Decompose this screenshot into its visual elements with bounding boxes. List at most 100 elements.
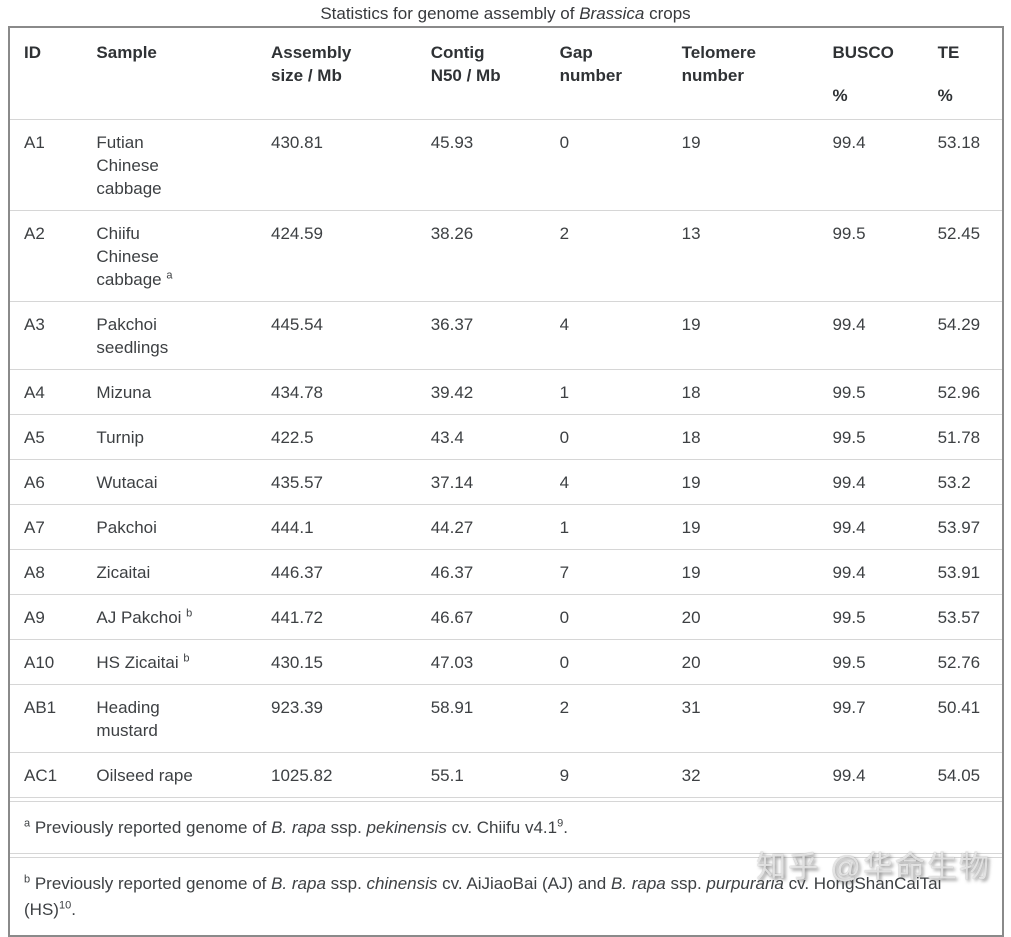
cell-assembly-size: 430.81: [256, 119, 417, 211]
footnote-b: b Previously reported genome of B. rapa …: [10, 857, 1002, 935]
cell-assembly-size: 441.72: [256, 594, 417, 640]
cell-busco: 99.4: [818, 549, 924, 595]
cell-telomere-number: 19: [667, 119, 819, 211]
cell-sample: Mizuna: [82, 369, 257, 415]
cell-telomere-number: 19: [667, 504, 819, 550]
cell-gap-number: 9: [545, 752, 668, 798]
table-row: A10 HS Zicaitai b 430.15 47.03 0 20 99.5…: [10, 639, 1002, 685]
cell-assembly-size: 923.39: [256, 684, 417, 753]
cell-busco: 99.5: [818, 414, 924, 460]
cell-te: 53.2: [923, 459, 1002, 505]
cell-contig-n50: 47.03: [416, 639, 546, 685]
cell-te: 51.78: [923, 414, 1002, 460]
cell-contig-n50: 38.26: [416, 210, 546, 302]
cell-busco: 99.5: [818, 639, 924, 685]
cell-telomere-number: 18: [667, 414, 819, 460]
cell-id: A9: [10, 594, 83, 640]
column-header-busco: BUSCO%: [818, 28, 924, 120]
cell-id: AC1: [10, 752, 83, 798]
cell-sample: AJ Pakchoi b: [82, 594, 257, 640]
cell-id: A7: [10, 504, 83, 550]
table-row: AB1 Heading mustard 923.39 58.91 2 31 99…: [10, 684, 1002, 753]
cell-gap-number: 0: [545, 639, 668, 685]
cell-id: A3: [10, 301, 83, 370]
cell-id: A1: [10, 119, 83, 211]
cell-contig-n50: 46.37: [416, 549, 546, 595]
cell-id: A2: [10, 210, 83, 302]
cell-assembly-size: 444.1: [256, 504, 417, 550]
cell-gap-number: 1: [545, 369, 668, 415]
table-row: AC1 Oilseed rape 1025.82 55.1 9 32 99.4 …: [10, 752, 1002, 798]
table-row: A7 Pakchoi 444.1 44.27 1 19 99.4 53.97: [10, 504, 1002, 550]
cell-busco: 99.5: [818, 369, 924, 415]
cell-contig-n50: 37.14: [416, 459, 546, 505]
cell-id: A6: [10, 459, 83, 505]
column-header-te: TE%: [923, 28, 1002, 120]
cell-assembly-size: 430.15: [256, 639, 417, 685]
table-row: A9 AJ Pakchoi b 441.72 46.67 0 20 99.5 5…: [10, 594, 1002, 640]
cell-gap-number: 0: [545, 594, 668, 640]
cell-contig-n50: 43.4: [416, 414, 546, 460]
table-row: A3 Pakchoi seedlings 445.54 36.37 4 19 9…: [10, 301, 1002, 370]
cell-te: 52.76: [923, 639, 1002, 685]
sample-superscript: a: [166, 269, 173, 282]
cell-sample: Wutacai: [82, 459, 257, 505]
cell-sample: Oilseed rape: [82, 752, 257, 798]
page-title: Statistics for genome assembly of Brassi…: [320, 4, 691, 23]
cell-telomere-number: 20: [667, 639, 819, 685]
cell-sample: Futian Chinese cabbage: [82, 119, 257, 211]
table-row: A2 Chiifu Chinese cabbage a 424.59 38.26…: [10, 210, 1002, 302]
cell-contig-n50: 36.37: [416, 301, 546, 370]
cell-contig-n50: 55.1: [416, 752, 546, 798]
cell-te: 52.96: [923, 369, 1002, 415]
genome-assembly-table-container: ID Sample Assembly size / Mb Contig N50 / …: [8, 26, 1004, 937]
cell-busco: 99.4: [818, 752, 924, 798]
table-row: A4 Mizuna 434.78 39.42 1 18 99.5 52.96: [10, 369, 1002, 415]
cell-contig-n50: 39.42: [416, 369, 546, 415]
cell-te: 53.91: [923, 549, 1002, 595]
cell-assembly-size: 434.78: [256, 369, 417, 415]
cell-busco: 99.4: [818, 459, 924, 505]
cell-sample: Pakchoi: [82, 504, 257, 550]
column-header-telomere-number: Telomere number: [667, 28, 819, 120]
cell-gap-number: 0: [545, 414, 668, 460]
cell-telomere-number: 19: [667, 459, 819, 505]
cell-assembly-size: 445.54: [256, 301, 417, 370]
cell-contig-n50: 45.93: [416, 119, 546, 211]
cell-gap-number: 2: [545, 210, 668, 302]
cell-telomere-number: 19: [667, 549, 819, 595]
cell-te: 54.29: [923, 301, 1002, 370]
sample-superscript: b: [183, 652, 190, 665]
cell-contig-n50: 46.67: [416, 594, 546, 640]
cell-te: 53.57: [923, 594, 1002, 640]
cell-assembly-size: 422.5: [256, 414, 417, 460]
cell-id: A8: [10, 549, 83, 595]
cell-gap-number: 7: [545, 549, 668, 595]
cell-gap-number: 4: [545, 301, 668, 370]
cell-assembly-size: 446.37: [256, 549, 417, 595]
cell-telomere-number: 19: [667, 301, 819, 370]
column-header-assembly-size: Assembly size / Mb: [256, 28, 417, 120]
cell-sample: Pakchoi seedlings: [82, 301, 257, 370]
cell-telomere-number: 13: [667, 210, 819, 302]
sample-superscript: b: [186, 607, 193, 620]
cell-contig-n50: 58.91: [416, 684, 546, 753]
cell-te: 53.97: [923, 504, 1002, 550]
cell-telomere-number: 31: [667, 684, 819, 753]
cell-sample: HS Zicaitai b: [82, 639, 257, 685]
cell-te: 54.05: [923, 752, 1002, 798]
cell-telomere-number: 18: [667, 369, 819, 415]
cell-sample: Turnip: [82, 414, 257, 460]
cell-te: 53.18: [923, 119, 1002, 211]
cell-assembly-size: 424.59: [256, 210, 417, 302]
cell-id: AB1: [10, 684, 83, 753]
cell-busco: 99.4: [818, 504, 924, 550]
table-row: A6 Wutacai 435.57 37.14 4 19 99.4 53.2: [10, 459, 1002, 505]
cell-gap-number: 1: [545, 504, 668, 550]
column-header-id: ID: [10, 28, 83, 120]
cell-contig-n50: 44.27: [416, 504, 546, 550]
header-row: ID Sample Assembly size / Mb Contig N50 / …: [10, 28, 1002, 120]
cell-id: A5: [10, 414, 83, 460]
cell-te: 52.45: [923, 210, 1002, 302]
cell-assembly-size: 1025.82: [256, 752, 417, 798]
